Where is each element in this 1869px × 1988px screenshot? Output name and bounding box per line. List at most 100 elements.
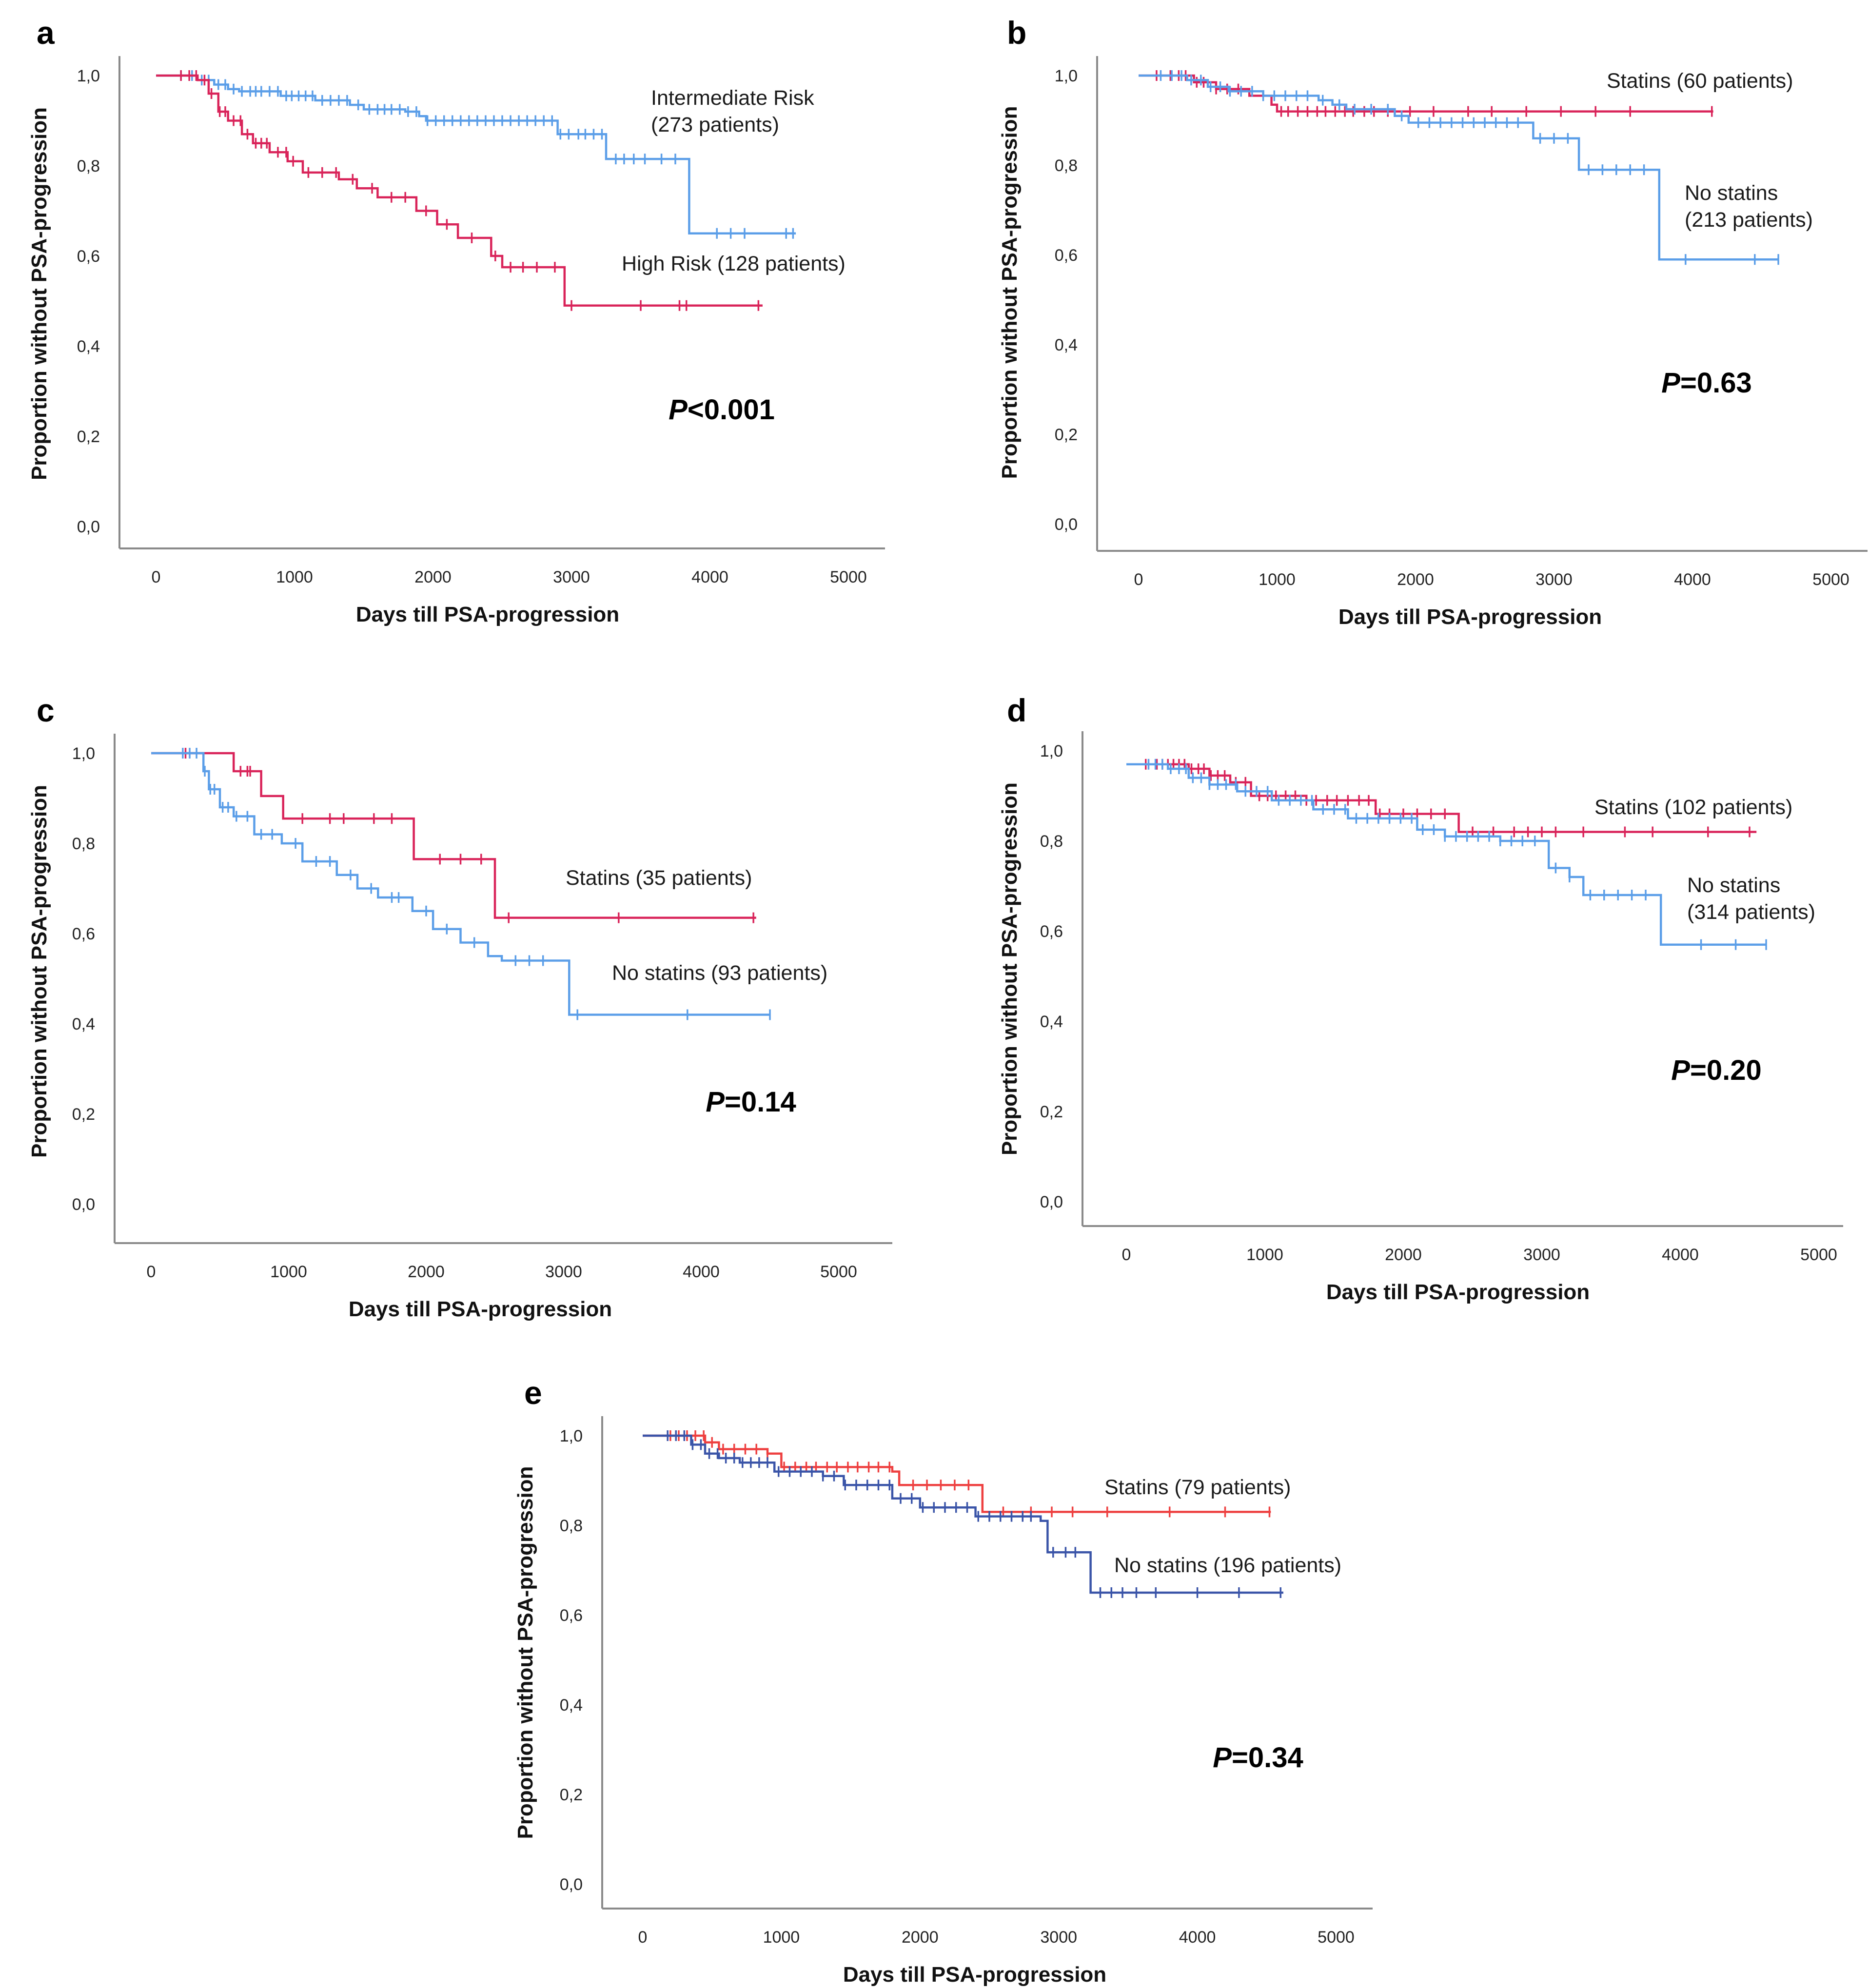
x-tick-label: 4000	[683, 1263, 720, 1281]
x-tick-label: 3000	[1535, 570, 1573, 589]
series-label-1: No statins (93 patients)	[612, 961, 827, 985]
y-tick-label: 0,4	[1040, 1013, 1063, 1031]
y-axis-title: Proportion without PSA-progression	[27, 785, 51, 1158]
x-tick-label: 2000	[414, 568, 452, 586]
series-label-0: Intermediate Risk	[651, 86, 814, 110]
chart-panel-a: a 0,0 0,2 0,4 0,6 0,8 1,0 0 1000 2000 3000 4000 5000…	[27, 15, 885, 626]
x-tick-label: 4000	[1674, 570, 1711, 589]
panel-letter: c	[37, 692, 55, 728]
y-tick-label: 0,8	[1055, 156, 1078, 175]
y-tick-label: 0,2	[72, 1105, 95, 1124]
x-tick-label: 1000	[1246, 1246, 1283, 1264]
y-tick-label: 0,0	[1055, 515, 1078, 534]
y-tick-label: 0,0	[77, 518, 100, 536]
series-label-1: No statins (196 patients)	[1114, 1554, 1341, 1577]
series-label-1: (213 patients)	[1685, 208, 1813, 232]
y-tick-label: 0,4	[560, 1696, 583, 1715]
y-tick-label: 0,6	[1055, 246, 1078, 265]
x-axis-title: Days till PSA-progression	[356, 603, 619, 626]
y-tick-label: 0,8	[560, 1517, 583, 1535]
p-value-annotation: P=0.20	[1671, 1054, 1761, 1086]
x-tick-label: 1000	[270, 1263, 307, 1281]
panel-letter: e	[524, 1375, 542, 1411]
y-axis-title: Proportion without PSA-progression	[998, 106, 1022, 479]
series-label-0: Statins (102 patients)	[1594, 796, 1792, 819]
chart-panel-c: c 0,0 0,2 0,4 0,6 0,8 1,0 0 1000 2000 3000 4000 5000…	[27, 692, 892, 1321]
y-tick-label: 0,8	[77, 157, 100, 175]
x-tick-label: 2000	[408, 1263, 445, 1281]
km-curve-series-1	[643, 1434, 1283, 1594]
x-tick-label: 3000	[1523, 1246, 1560, 1264]
p-value-annotation: P=0.14	[706, 1086, 796, 1118]
series-label-0: Statins (79 patients)	[1104, 1476, 1291, 1499]
series-label-1: No statins	[1685, 181, 1778, 205]
series-label-1: No statins	[1687, 874, 1780, 897]
series-label-1: High Risk (128 patients)	[622, 252, 846, 275]
x-tick-label: 1000	[276, 568, 313, 586]
x-axis-title: Days till PSA-progression	[843, 1963, 1106, 1987]
km-curve-series-0	[643, 1434, 1271, 1513]
x-tick-label: 4000	[691, 568, 728, 586]
x-tick-label: 1000	[1259, 570, 1296, 589]
series-label-1: (314 patients)	[1687, 900, 1815, 924]
km-curve-series-1	[156, 74, 763, 307]
km-curve-series-0	[156, 74, 796, 235]
y-tick-label: 0,4	[72, 1015, 95, 1033]
x-axis-title: Days till PSA-progression	[1338, 605, 1602, 629]
y-axis-title: Proportion without PSA-progression	[27, 107, 51, 480]
x-tick-label: 5000	[830, 568, 867, 586]
p-value-annotation: P<0.001	[669, 394, 775, 426]
y-tick-label: 0,2	[77, 428, 100, 446]
y-tick-label: 0,4	[77, 337, 100, 356]
y-tick-label: 1,0	[1055, 67, 1078, 85]
y-tick-label: 1,0	[72, 744, 95, 763]
y-tick-label: 1,0	[1040, 742, 1063, 760]
x-tick-label: 3000	[1040, 1928, 1077, 1947]
x-axis-title: Days till PSA-progression	[1326, 1280, 1590, 1304]
y-tick-label: 0,8	[1040, 832, 1063, 851]
panel-letter: d	[1007, 692, 1026, 728]
y-tick-label: 0,6	[77, 247, 100, 266]
km-curve-series-0	[1139, 74, 1713, 113]
x-tick-label: 2000	[1397, 570, 1434, 589]
x-tick-label: 2000	[1385, 1246, 1422, 1264]
x-tick-label: 5000	[1812, 570, 1849, 589]
y-axis-title: Proportion without PSA-progression	[998, 782, 1022, 1155]
x-tick-label: 0	[1134, 570, 1143, 589]
x-tick-label: 3000	[545, 1263, 582, 1281]
x-tick-label: 4000	[1179, 1928, 1216, 1947]
x-tick-label: 5000	[1800, 1246, 1837, 1264]
panel-letter: b	[1007, 15, 1026, 51]
y-tick-label: 0,2	[1040, 1103, 1063, 1121]
y-tick-label: 0,8	[72, 835, 95, 853]
x-tick-label: 0	[152, 568, 161, 586]
panel-letter: a	[37, 15, 55, 51]
x-axis-title: Days till PSA-progression	[349, 1297, 612, 1321]
y-tick-label: 0,0	[1040, 1193, 1063, 1211]
y-tick-label: 1,0	[560, 1427, 583, 1445]
x-tick-label: 5000	[1318, 1928, 1355, 1947]
x-tick-label: 5000	[820, 1263, 857, 1281]
series-label-0: Statins (60 patients)	[1607, 69, 1793, 93]
y-axis-title: Proportion without PSA-progression	[513, 1466, 537, 1839]
y-tick-label: 0,4	[1055, 336, 1078, 354]
x-tick-label: 3000	[553, 568, 590, 586]
km-curve-series-1	[1139, 74, 1779, 261]
km-curve-series-0	[151, 752, 756, 919]
series-label-0: (273 patients)	[651, 113, 779, 136]
x-tick-label: 0	[147, 1263, 156, 1281]
y-tick-label: 0,2	[1055, 426, 1078, 444]
y-tick-label: 0,6	[72, 925, 95, 943]
x-tick-label: 4000	[1662, 1246, 1699, 1264]
chart-panel-d: d 0,0 0,2 0,4 0,6 0,8 1,0 0 1000 2000 3000 4000 5000…	[998, 692, 1843, 1304]
y-tick-label: 0,6	[1040, 922, 1063, 941]
km-curve-series-1	[151, 752, 770, 1016]
x-tick-label: 0	[1122, 1246, 1131, 1264]
x-tick-label: 1000	[763, 1928, 800, 1947]
y-tick-label: 0,0	[72, 1195, 95, 1214]
y-tick-label: 0,6	[560, 1606, 583, 1625]
x-tick-label: 0	[638, 1928, 648, 1947]
series-label-0: Statins (35 patients)	[566, 866, 752, 890]
y-tick-label: 1,0	[77, 67, 100, 85]
